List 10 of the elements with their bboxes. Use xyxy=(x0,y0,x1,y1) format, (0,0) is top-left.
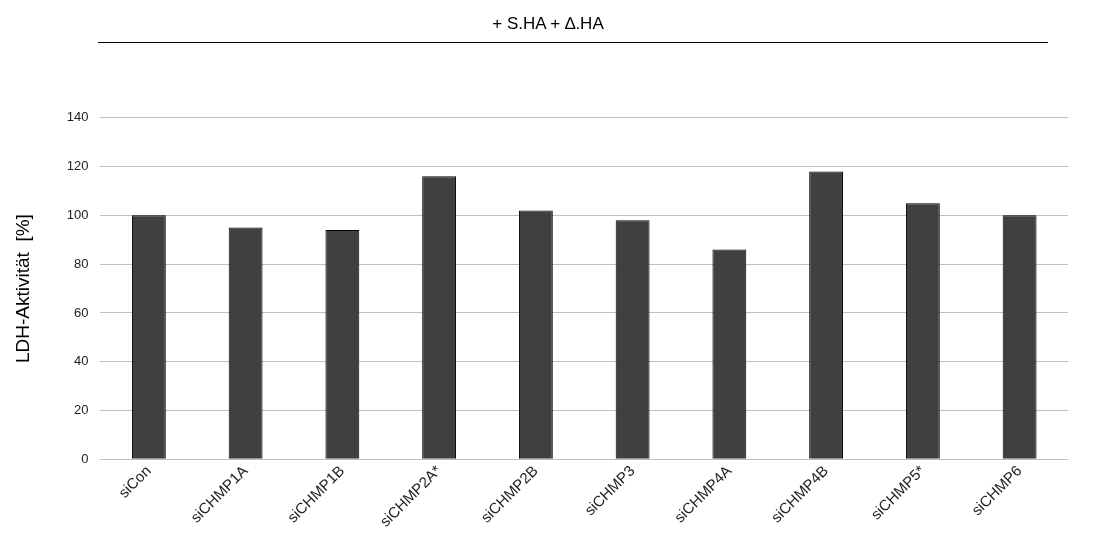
y-tick-label: 20 xyxy=(74,402,89,418)
chart-title: + S.HA + ∆.HA xyxy=(491,14,605,34)
y-tick-label: 100 xyxy=(66,206,89,222)
y-tick-label: 140 xyxy=(66,109,89,125)
y-tick-label: 120 xyxy=(66,158,89,174)
y-tick-label: 60 xyxy=(74,304,89,320)
y-tick-label: 40 xyxy=(74,353,89,369)
y-axis-title: LDH-Aktivität [%] xyxy=(11,214,33,363)
y-tick-label: 80 xyxy=(74,255,89,271)
y-tick-label: 0 xyxy=(81,450,89,466)
